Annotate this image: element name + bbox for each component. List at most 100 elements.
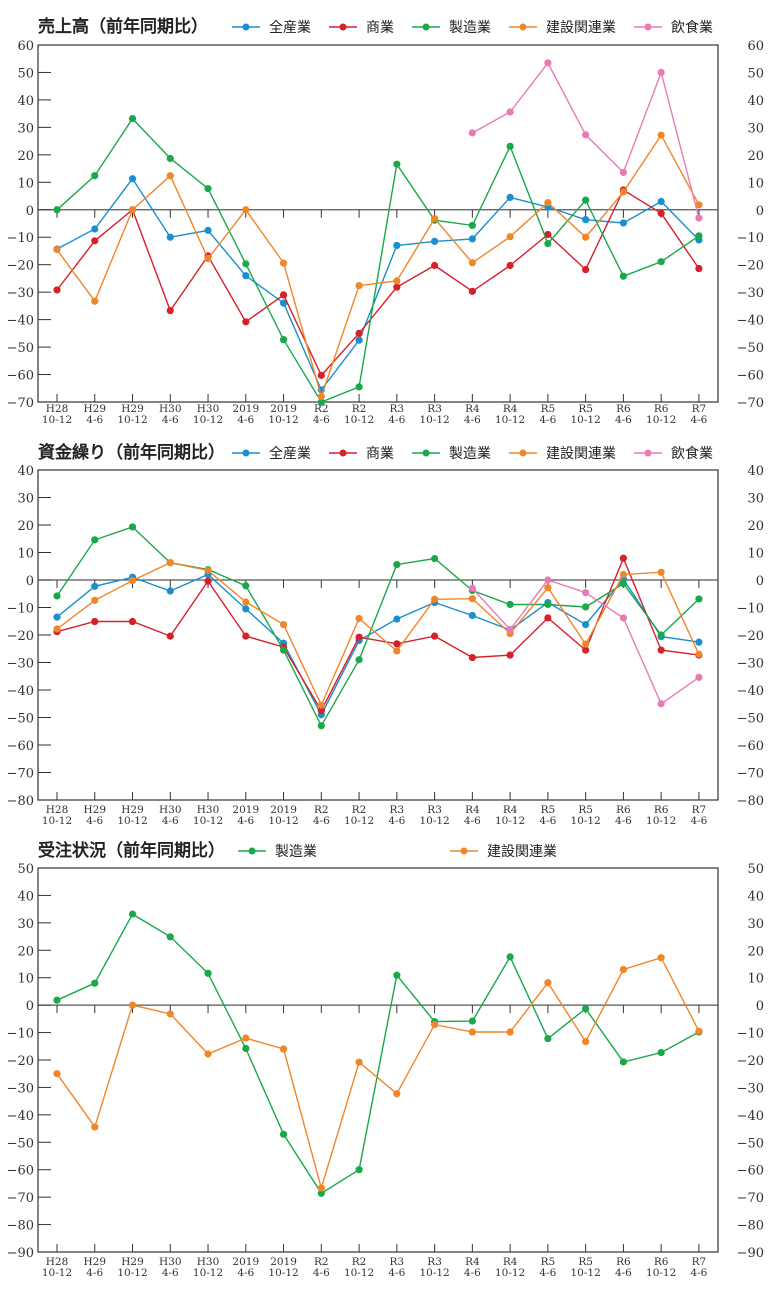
data-point — [393, 640, 401, 648]
x-category-label: 10-12 — [193, 815, 223, 827]
data-point — [695, 595, 703, 603]
x-category-label: 4-6 — [313, 1267, 330, 1279]
x-category-label: 4-6 — [615, 1267, 632, 1279]
data-point — [695, 264, 703, 273]
x-category-label: 10-12 — [570, 1267, 600, 1279]
y-tick-label-right: 10 — [747, 972, 764, 987]
x-category-label: 4-6 — [388, 815, 405, 827]
legend-item: 建設関連業 — [509, 20, 616, 36]
legend-label: 製造業 — [449, 446, 491, 462]
data-point — [317, 371, 325, 379]
x-category-label: R5 — [578, 403, 593, 415]
data-point — [544, 600, 552, 609]
data-point — [355, 329, 363, 337]
legend-marker — [519, 449, 527, 457]
x-category-label: 10-12 — [646, 414, 676, 426]
x-category-label: 4-6 — [162, 1267, 179, 1279]
series-全産業 — [53, 570, 703, 719]
x-category-label: R4 — [503, 804, 518, 816]
x-category-label: 10-12 — [268, 414, 298, 426]
series-製造業 — [53, 523, 703, 730]
y-tick-label-right: −50 — [737, 712, 764, 727]
data-point — [393, 971, 401, 979]
x-category-label: H29 — [121, 1256, 144, 1268]
data-point — [695, 650, 703, 658]
data-point — [619, 272, 628, 280]
series-line — [56, 526, 700, 728]
y-tick-label-left: 10 — [17, 547, 34, 562]
y-tick-label-right: −20 — [737, 629, 764, 644]
x-category-label: 4-6 — [237, 414, 254, 426]
x-category-label: R2 — [352, 1256, 367, 1268]
y-tick-label-right: −60 — [737, 1164, 764, 1179]
x-category-label: R4 — [503, 1256, 518, 1268]
data-point — [166, 172, 174, 180]
x-category-label: 10-12 — [646, 815, 676, 827]
y-tick-label-left: 40 — [17, 889, 34, 904]
x-category-label: 10-12 — [646, 1267, 676, 1279]
y-tick-label-left: −20 — [7, 259, 34, 274]
y-tick-label-right: −80 — [737, 1219, 764, 1234]
data-point — [582, 1005, 590, 1013]
x-category-label: 2019 — [232, 403, 259, 415]
legend-label: 商業 — [366, 446, 394, 462]
data-point — [242, 318, 250, 326]
y-tick-label-left: −90 — [7, 1246, 34, 1261]
x-category-label: 10-12 — [193, 1267, 223, 1279]
data-point — [279, 1045, 288, 1053]
x-category-label: R7 — [692, 403, 707, 415]
x-category-label: 4-6 — [162, 414, 179, 426]
data-point — [279, 1130, 288, 1138]
x-category-label: R4 — [503, 403, 518, 415]
data-point — [582, 196, 590, 204]
data-point — [582, 131, 590, 139]
data-point — [468, 235, 476, 243]
legend-label: 飲食業 — [671, 445, 713, 462]
data-point — [166, 306, 174, 315]
data-point — [544, 59, 552, 67]
data-point — [128, 910, 137, 918]
x-category-label: R6 — [654, 1256, 669, 1268]
y-tick-label-right: 50 — [747, 66, 764, 81]
data-point — [166, 632, 174, 640]
data-point — [279, 620, 288, 629]
data-point — [695, 232, 703, 240]
y-tick-label-left: 10 — [17, 176, 34, 191]
plot-frame — [37, 867, 719, 1253]
data-point — [53, 592, 61, 600]
x-category-label: R6 — [616, 403, 631, 415]
data-point — [468, 221, 476, 230]
y-tick-label-left: −30 — [7, 286, 34, 301]
data-point — [431, 1021, 439, 1029]
data-point — [166, 933, 174, 941]
x-category-label: H28 — [46, 403, 69, 415]
x-category-label: 10-12 — [495, 1267, 525, 1279]
data-point — [544, 230, 552, 239]
y-tick-label-right: −50 — [737, 1136, 764, 1151]
y-tick-label-right: −20 — [737, 1054, 764, 1069]
series-飲食業 — [468, 576, 703, 708]
x-category-label: R5 — [541, 804, 556, 816]
data-point — [204, 566, 212, 574]
y-tick-label-left: −60 — [7, 1164, 34, 1179]
y-tick-label-left: 50 — [17, 66, 34, 81]
data-point — [91, 582, 99, 590]
y-tick-label-right: 40 — [747, 889, 764, 904]
data-point — [128, 523, 137, 531]
x-category-label: 2019 — [270, 403, 297, 415]
data-point — [582, 603, 590, 611]
x-category-label: H30 — [159, 804, 182, 816]
x-category-label: R3 — [427, 403, 442, 415]
data-point — [431, 261, 439, 270]
data-point — [506, 142, 514, 150]
data-point — [317, 398, 325, 406]
x-category-label: 10-12 — [268, 815, 298, 827]
y-tick-label-right: −70 — [737, 396, 764, 411]
data-point — [657, 197, 665, 206]
y-tick-label-left: 20 — [17, 519, 34, 534]
x-category-label: 4-6 — [690, 815, 707, 827]
chart-2: 資金繰り（前年同期比） 全産業 商業 製造業 建設関連業 飲食業 −80 −80 −70 −70 −… — [7, 442, 764, 827]
x-category-label: 4-6 — [690, 1267, 707, 1279]
series-製造業 — [53, 910, 703, 1197]
data-point — [242, 272, 250, 280]
